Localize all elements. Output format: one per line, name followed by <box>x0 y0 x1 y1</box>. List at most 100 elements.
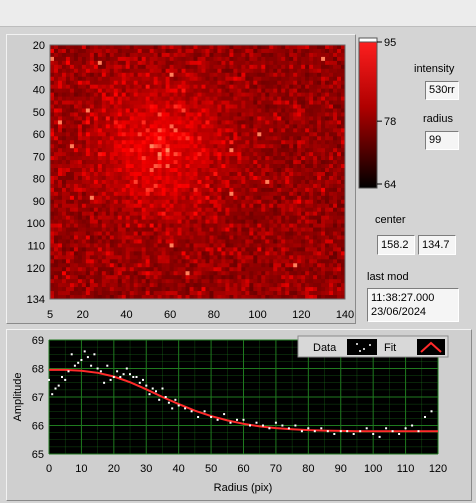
center-y-indicator: 134.7 <box>418 235 456 255</box>
data-point <box>145 384 148 387</box>
data-point <box>223 413 226 416</box>
data-point <box>313 430 316 433</box>
intensity-indicator: 530rr <box>425 81 459 100</box>
plot-grid <box>48 339 439 455</box>
intensity-label: intensity <box>414 63 455 75</box>
data-point <box>99 370 102 373</box>
data-point <box>151 387 154 390</box>
data-point <box>216 418 219 421</box>
plot-x-tick: 20 <box>108 463 120 475</box>
data-point <box>57 384 60 387</box>
image-y-tick: 100 <box>27 218 45 230</box>
data-point <box>385 427 388 430</box>
image-x-tick: 5 <box>47 309 53 321</box>
plot-x-tick: 70 <box>270 463 282 475</box>
data-point <box>236 418 238 421</box>
data-point <box>171 407 174 410</box>
data-point <box>116 370 119 373</box>
image-x-tick: 100 <box>248 309 266 321</box>
plot-x-tick: 10 <box>75 463 87 475</box>
data-point <box>378 435 381 438</box>
data-point <box>326 430 329 433</box>
data-point <box>125 367 128 370</box>
legend-data-label: Data <box>313 342 337 354</box>
data-point <box>339 430 342 433</box>
data-point <box>80 359 83 361</box>
data-point <box>411 424 414 427</box>
plot-x-tick: 80 <box>302 463 314 475</box>
center-x-indicator: 158.2 <box>377 235 415 255</box>
legend-fit-swatch[interactable] <box>417 339 445 355</box>
data-point <box>365 427 368 430</box>
plot-x-axis: 0 10 20 30 40 50 60 70 80 90 100 110 120 <box>46 463 447 475</box>
data-point <box>119 376 122 378</box>
data-point <box>93 353 96 356</box>
colorbar-top-marker <box>358 37 378 43</box>
data-point <box>142 378 144 381</box>
data-point <box>203 410 206 413</box>
data-point <box>430 410 433 413</box>
data-point <box>148 393 151 396</box>
legend-data-swatch[interactable] <box>347 339 377 355</box>
data-point <box>70 353 73 356</box>
data-point <box>177 404 180 407</box>
data-point <box>135 376 138 378</box>
data-point <box>294 424 297 427</box>
data-series <box>48 350 433 438</box>
data-point <box>51 393 54 396</box>
data-point <box>90 364 93 367</box>
plot-y-tick: 66 <box>32 421 44 433</box>
image-x-axis: 5 20 40 60 80 100 120 140 <box>47 309 354 321</box>
data-point <box>109 378 112 381</box>
data-point <box>129 373 131 376</box>
data-point <box>262 424 264 427</box>
image-y-tick: 110 <box>27 241 45 253</box>
image-x-tick: 140 <box>336 309 354 321</box>
data-point <box>417 430 420 433</box>
plot-x-tick: 90 <box>335 463 347 475</box>
data-point <box>174 398 177 401</box>
plot-x-tick: 110 <box>397 463 415 475</box>
plot-legend[interactable]: Data Fit <box>297 335 449 358</box>
data-point <box>307 427 310 430</box>
colorbar-tick: 95 <box>384 37 396 49</box>
colorbar: 95 78 64 <box>358 37 396 191</box>
last-mod-date: 23/06/2024 <box>371 306 427 318</box>
data-point <box>268 427 271 430</box>
image-y-tick: 90 <box>33 196 45 208</box>
data-point <box>167 401 170 404</box>
data-point <box>249 424 251 427</box>
data-point <box>333 433 336 435</box>
plot-y-tick: 68 <box>32 364 44 376</box>
intensity-heatmap[interactable] <box>50 45 346 300</box>
data-point <box>54 387 57 390</box>
data-point <box>320 427 323 430</box>
data-point <box>190 410 193 413</box>
data-point <box>132 376 135 378</box>
data-point <box>229 421 232 424</box>
image-y-tick: 30 <box>33 62 45 74</box>
data-point <box>106 364 109 367</box>
plot-x-tick: 40 <box>173 463 185 475</box>
image-y-tick: 120 <box>27 263 45 275</box>
image-x-tick: 80 <box>208 309 220 321</box>
colorbar-ticks: 95 78 64 <box>377 37 396 191</box>
image-y-tick: 134 <box>27 294 45 306</box>
data-point <box>242 418 245 421</box>
last-mod-label: last mod <box>367 271 409 283</box>
data-point <box>359 430 362 433</box>
data-point <box>77 361 80 364</box>
data-point <box>281 424 284 427</box>
data-point <box>346 430 349 433</box>
data-point <box>398 433 401 435</box>
data-point <box>138 381 141 384</box>
data-point <box>155 390 157 393</box>
data-point <box>161 387 164 390</box>
plot-y-axis: 65 66 67 68 69 <box>32 335 44 461</box>
plot-x-tick: 0 <box>46 463 52 475</box>
legend-fit-label: Fit <box>384 342 396 354</box>
data-point <box>391 430 394 433</box>
colorbar-tick: 78 <box>384 116 396 128</box>
